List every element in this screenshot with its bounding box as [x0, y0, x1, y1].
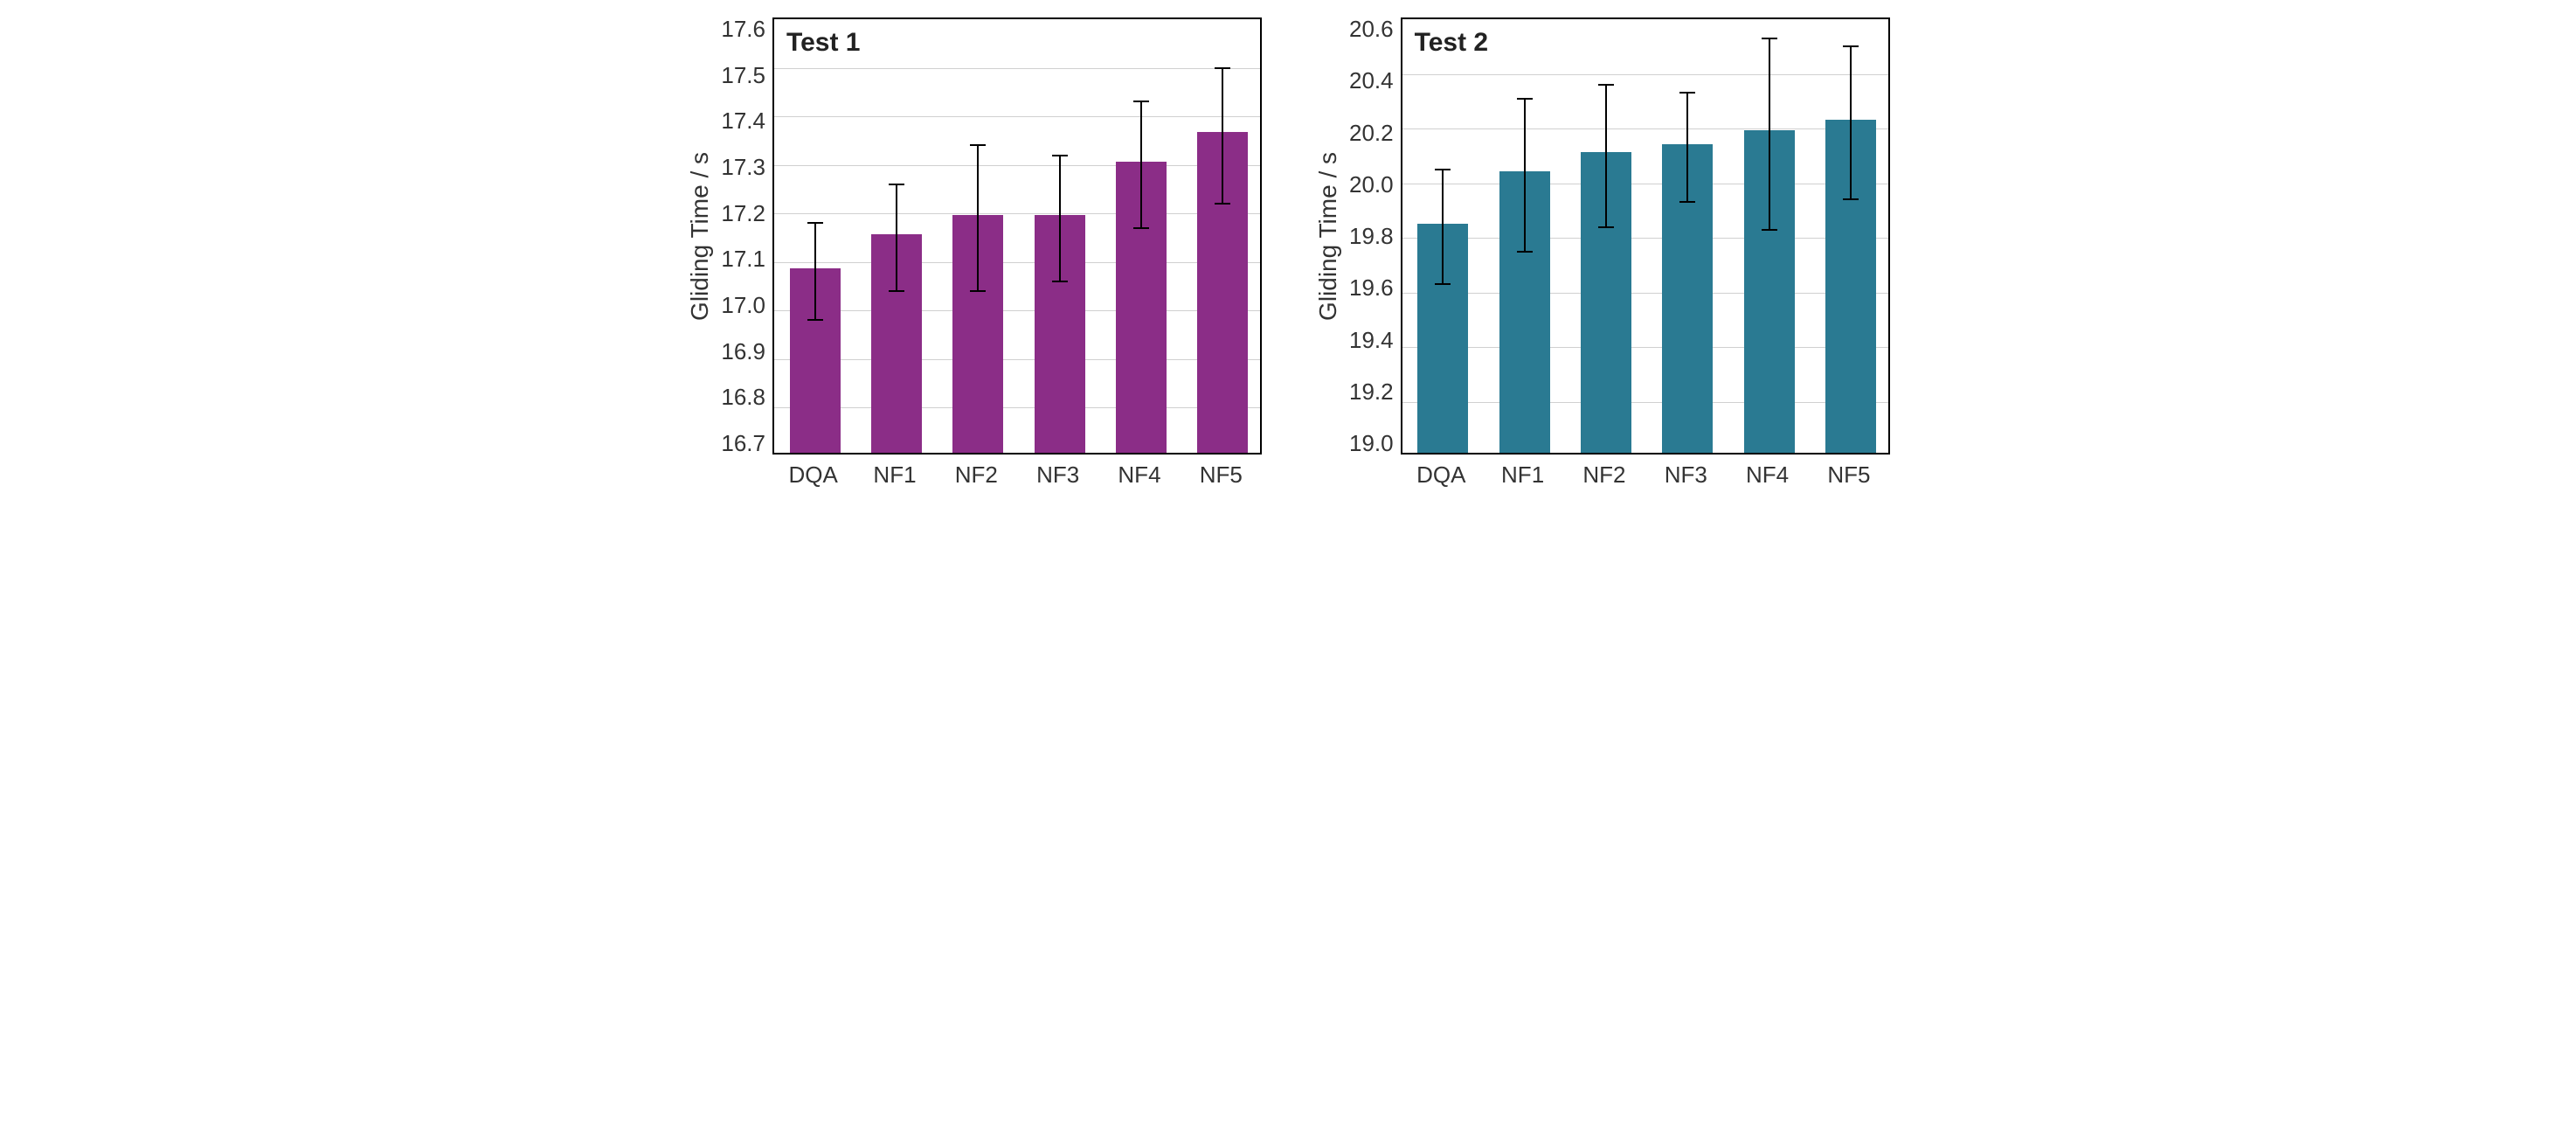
x-tick-label: NF2 — [1563, 461, 1645, 489]
error-cap — [889, 290, 904, 292]
plot-area: Test 2 — [1401, 17, 1890, 455]
x-tick-label: NF1 — [1482, 461, 1563, 489]
error-bar — [977, 145, 979, 291]
gridline — [1402, 74, 1888, 75]
error-bar — [1059, 156, 1061, 281]
gridline — [1402, 238, 1888, 239]
error-cap — [1215, 67, 1230, 69]
error-cap — [1215, 203, 1230, 205]
y-tick-label: 17.1 — [721, 247, 765, 270]
error-bar — [1222, 68, 1223, 205]
gridline — [1402, 402, 1888, 403]
x-tick-label: NF1 — [854, 461, 935, 489]
y-tick-label: 17.2 — [721, 202, 765, 225]
gridline — [774, 68, 1260, 69]
chart-panel: Gliding Time / s 20.6 20.4 20.2 20.0 19.8 19.6… — [1314, 17, 1890, 489]
error-cap — [1052, 281, 1068, 282]
charts-container: Gliding Time / s 17.6 17.5 17.4 17.3 17.2 17.1… — [17, 17, 2559, 489]
gridline — [774, 116, 1260, 117]
error-cap — [1679, 92, 1695, 94]
y-tick-label: 20.4 — [1349, 69, 1394, 92]
error-cap — [1762, 38, 1777, 39]
y-axis-label: Gliding Time / s — [686, 152, 714, 321]
y-tick-label: 19.8 — [1349, 225, 1394, 247]
error-cap — [889, 184, 904, 185]
error-cap — [970, 144, 986, 146]
error-bar — [1769, 38, 1770, 230]
error-bar — [1850, 46, 1852, 199]
y-tick-label: 19.0 — [1349, 432, 1394, 455]
y-tick-label: 20.2 — [1349, 121, 1394, 144]
error-cap — [1843, 198, 1859, 200]
x-tick-label: NF2 — [936, 461, 1017, 489]
x-tick-label: DQA — [772, 461, 854, 489]
error-cap — [1435, 283, 1451, 285]
gridline — [774, 213, 1260, 214]
chart-panel: Gliding Time / s 17.6 17.5 17.4 17.3 17.2 17.1… — [686, 17, 1262, 489]
plot-area: Test 1 — [772, 17, 1262, 455]
gridline — [1402, 347, 1888, 348]
gridline — [1402, 128, 1888, 129]
x-tick-label: NF3 — [1645, 461, 1727, 489]
panel-title: Test 2 — [1415, 28, 1488, 58]
error-cap — [1598, 84, 1614, 86]
error-bar — [896, 184, 897, 291]
error-bar — [1605, 85, 1607, 227]
error-cap — [1843, 45, 1859, 47]
error-bar — [814, 223, 816, 320]
gridline — [774, 359, 1260, 360]
error-cap — [807, 319, 823, 321]
gridline — [774, 407, 1260, 408]
x-tick-label: NF5 — [1181, 461, 1262, 489]
x-tick-label: NF4 — [1098, 461, 1180, 489]
y-tick-label: 17.5 — [721, 64, 765, 87]
y-tick-label: 17.4 — [721, 109, 765, 132]
y-tick-label: 20.0 — [1349, 173, 1394, 196]
error-cap — [1052, 155, 1068, 156]
x-tick-label: NF5 — [1808, 461, 1889, 489]
x-tick-label: NF4 — [1727, 461, 1808, 489]
y-tick-label: 16.9 — [721, 340, 765, 363]
y-tick-label: 19.2 — [1349, 380, 1394, 403]
y-tick-label: 17.0 — [721, 294, 765, 316]
y-tick-label: 20.6 — [1349, 17, 1394, 40]
panel-title: Test 1 — [786, 28, 860, 58]
y-tick-label: 17.6 — [721, 17, 765, 40]
error-bar — [1442, 170, 1444, 284]
gridline — [774, 165, 1260, 166]
y-tick-label: 19.4 — [1349, 329, 1394, 351]
error-cap — [1435, 169, 1451, 170]
error-bar — [1686, 93, 1688, 202]
y-tick-label: 17.3 — [721, 156, 765, 178]
error-bar — [1140, 101, 1142, 227]
error-cap — [1679, 201, 1695, 203]
error-cap — [970, 290, 986, 292]
gridline — [1402, 293, 1888, 294]
error-cap — [1762, 229, 1777, 231]
gridline — [774, 262, 1260, 263]
x-tick-label: NF3 — [1017, 461, 1098, 489]
error-cap — [1517, 251, 1533, 253]
error-cap — [807, 222, 823, 224]
y-tick-label: 19.6 — [1349, 276, 1394, 299]
error-cap — [1517, 98, 1533, 100]
x-tick-label: DQA — [1401, 461, 1482, 489]
error-bar — [1524, 99, 1526, 252]
error-cap — [1133, 227, 1149, 229]
error-cap — [1598, 226, 1614, 228]
error-cap — [1133, 101, 1149, 102]
y-tick-label: 16.7 — [721, 432, 765, 455]
y-axis-label: Gliding Time / s — [1314, 152, 1342, 321]
gridline — [774, 310, 1260, 311]
y-tick-label: 16.8 — [721, 385, 765, 408]
